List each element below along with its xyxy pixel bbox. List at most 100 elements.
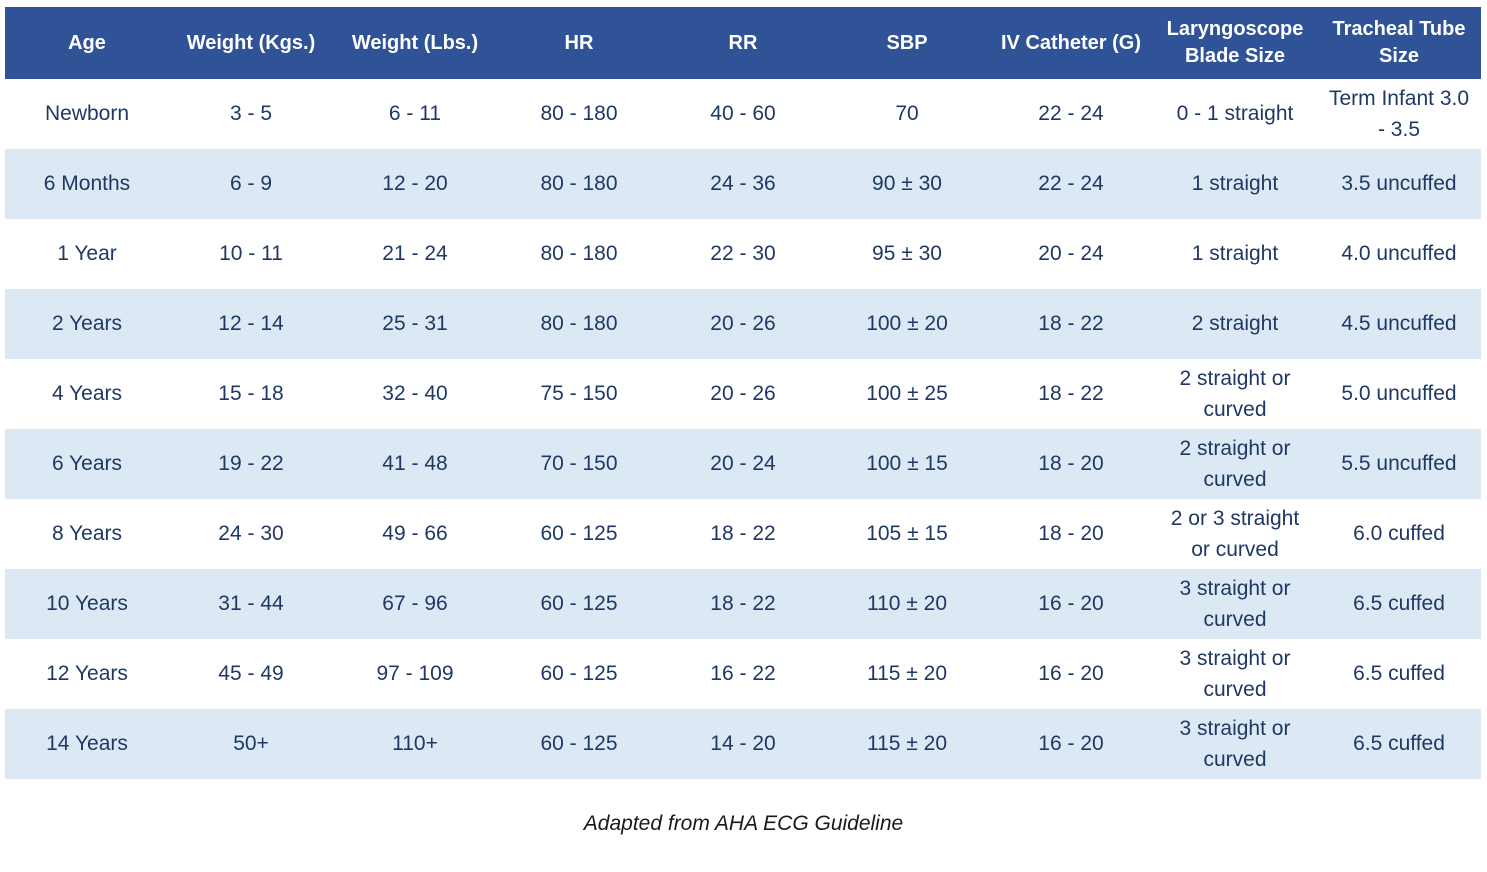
column-header-weight-kgs: Weight (Kgs.) — [169, 7, 333, 79]
table-cell: 10 Years — [5, 569, 169, 639]
table-cell: 2 or 3 straight or curved — [1153, 499, 1317, 569]
table-cell: 16 - 20 — [989, 639, 1153, 709]
table-cell: 20 - 26 — [661, 289, 825, 359]
table-cell: 18 - 22 — [661, 569, 825, 639]
table-cell: 12 Years — [5, 639, 169, 709]
table-cell: 22 - 30 — [661, 219, 825, 289]
table-cell: 6 - 11 — [333, 79, 497, 149]
table-cell: 105 ± 15 — [825, 499, 989, 569]
table-cell: 3.5 uncuffed — [1317, 149, 1481, 219]
table-cell: 50+ — [169, 709, 333, 779]
table-cell: 3 - 5 — [169, 79, 333, 149]
table-cell: 60 - 125 — [497, 499, 661, 569]
table-row: Newborn 3 - 5 6 - 11 80 - 180 40 - 60 70… — [5, 79, 1481, 149]
table-cell: 100 ± 15 — [825, 429, 989, 499]
table-cell: 5.5 uncuffed — [1317, 429, 1481, 499]
table-cell: 80 - 180 — [497, 79, 661, 149]
table-cell: 12 - 20 — [333, 149, 497, 219]
table-cell: 18 - 22 — [661, 499, 825, 569]
table-cell: 41 - 48 — [333, 429, 497, 499]
table-cell: 20 - 24 — [989, 219, 1153, 289]
table-cell: Newborn — [5, 79, 169, 149]
table-cell: 60 - 125 — [497, 639, 661, 709]
table-cell: 3 straight or curved — [1153, 639, 1317, 709]
table-cell: 1 straight — [1153, 149, 1317, 219]
table-cell: 80 - 180 — [497, 289, 661, 359]
table-cell: 95 ± 30 — [825, 219, 989, 289]
table-cell: 24 - 30 — [169, 499, 333, 569]
table-cell: 0 - 1 straight — [1153, 79, 1317, 149]
table-cell: 6.5 cuffed — [1317, 639, 1481, 709]
table-cell: 2 straight — [1153, 289, 1317, 359]
table-cell: 2 Years — [5, 289, 169, 359]
table-cell: 75 - 150 — [497, 359, 661, 429]
table-cell: 40 - 60 — [661, 79, 825, 149]
table-cell: 5.0 uncuffed — [1317, 359, 1481, 429]
table-cell: 8 Years — [5, 499, 169, 569]
table-cell: 14 - 20 — [661, 709, 825, 779]
table-cell: 45 - 49 — [169, 639, 333, 709]
table-cell: 60 - 125 — [497, 709, 661, 779]
table-row: 8 Years 24 - 30 49 - 66 60 - 125 18 - 22… — [5, 499, 1481, 569]
table-cell: 18 - 22 — [989, 289, 1153, 359]
table-row: 6 Months 6 - 9 12 - 20 80 - 180 24 - 36 … — [5, 149, 1481, 219]
table-cell: 6 - 9 — [169, 149, 333, 219]
table-cell: 4.5 uncuffed — [1317, 289, 1481, 359]
table-cell: 115 ± 20 — [825, 709, 989, 779]
table-cell: 6 Months — [5, 149, 169, 219]
table-cell: 3 straight or curved — [1153, 569, 1317, 639]
pediatric-reference-table: Age Weight (Kgs.) Weight (Lbs.) HR RR SB… — [5, 7, 1481, 779]
table-cell: 97 - 109 — [333, 639, 497, 709]
column-header-tracheal-tube: Tracheal Tube Size — [1317, 7, 1481, 79]
table-cell: Term Infant 3.0 - 3.5 — [1317, 79, 1481, 149]
table-cell: 49 - 66 — [333, 499, 497, 569]
table-cell: 19 - 22 — [169, 429, 333, 499]
table-cell: 18 - 20 — [989, 499, 1153, 569]
table-cell: 6.5 cuffed — [1317, 569, 1481, 639]
table-cell: 16 - 22 — [661, 639, 825, 709]
table-cell: 67 - 96 — [333, 569, 497, 639]
table-cell: 18 - 20 — [989, 429, 1153, 499]
attribution-note: Adapted from AHA ECG Guideline — [583, 812, 904, 835]
table-cell: 24 - 36 — [661, 149, 825, 219]
table-cell: 6.0 cuffed — [1317, 499, 1481, 569]
table-cell: 16 - 20 — [989, 569, 1153, 639]
table-cell: 12 - 14 — [169, 289, 333, 359]
table-cell: 21 - 24 — [333, 219, 497, 289]
table-cell: 100 ± 25 — [825, 359, 989, 429]
column-header-sbp: SBP — [825, 7, 989, 79]
table-cell: 90 ± 30 — [825, 149, 989, 219]
column-header-hr: HR — [497, 7, 661, 79]
table-cell: 70 — [825, 79, 989, 149]
table-row: 14 Years 50+ 110+ 60 - 125 14 - 20 115 ±… — [5, 709, 1481, 779]
table-row: 12 Years 45 - 49 97 - 109 60 - 125 16 - … — [5, 639, 1481, 709]
table-cell: 25 - 31 — [333, 289, 497, 359]
header-row: Age Weight (Kgs.) Weight (Lbs.) HR RR SB… — [5, 7, 1481, 79]
table-cell: 20 - 26 — [661, 359, 825, 429]
table-cell: 18 - 22 — [989, 359, 1153, 429]
column-header-age: Age — [5, 7, 169, 79]
table-cell: 3 straight or curved — [1153, 709, 1317, 779]
column-header-iv-catheter: IV Catheter (G) — [989, 7, 1153, 79]
column-header-weight-lbs: Weight (Lbs.) — [333, 7, 497, 79]
table-cell: 32 - 40 — [333, 359, 497, 429]
table-cell: 1 Year — [5, 219, 169, 289]
table-row: 10 Years 31 - 44 67 - 96 60 - 125 18 - 2… — [5, 569, 1481, 639]
column-header-rr: RR — [661, 7, 825, 79]
table-cell: 80 - 180 — [497, 219, 661, 289]
table-cell: 1 straight — [1153, 219, 1317, 289]
table-cell: 80 - 180 — [497, 149, 661, 219]
table-header: Age Weight (Kgs.) Weight (Lbs.) HR RR SB… — [5, 7, 1481, 79]
column-header-laryngoscope: Laryngoscope Blade Size — [1153, 7, 1317, 79]
table-cell: 70 - 150 — [497, 429, 661, 499]
table-cell: 4 Years — [5, 359, 169, 429]
table-body: Newborn 3 - 5 6 - 11 80 - 180 40 - 60 70… — [5, 79, 1481, 779]
table-row: 4 Years 15 - 18 32 - 40 75 - 150 20 - 26… — [5, 359, 1481, 429]
table-cell: 100 ± 20 — [825, 289, 989, 359]
table-row: 6 Years 19 - 22 41 - 48 70 - 150 20 - 24… — [5, 429, 1481, 499]
table-cell: 2 straight or curved — [1153, 359, 1317, 429]
table-cell: 10 - 11 — [169, 219, 333, 289]
table-cell: 22 - 24 — [989, 79, 1153, 149]
table-cell: 4.0 uncuffed — [1317, 219, 1481, 289]
